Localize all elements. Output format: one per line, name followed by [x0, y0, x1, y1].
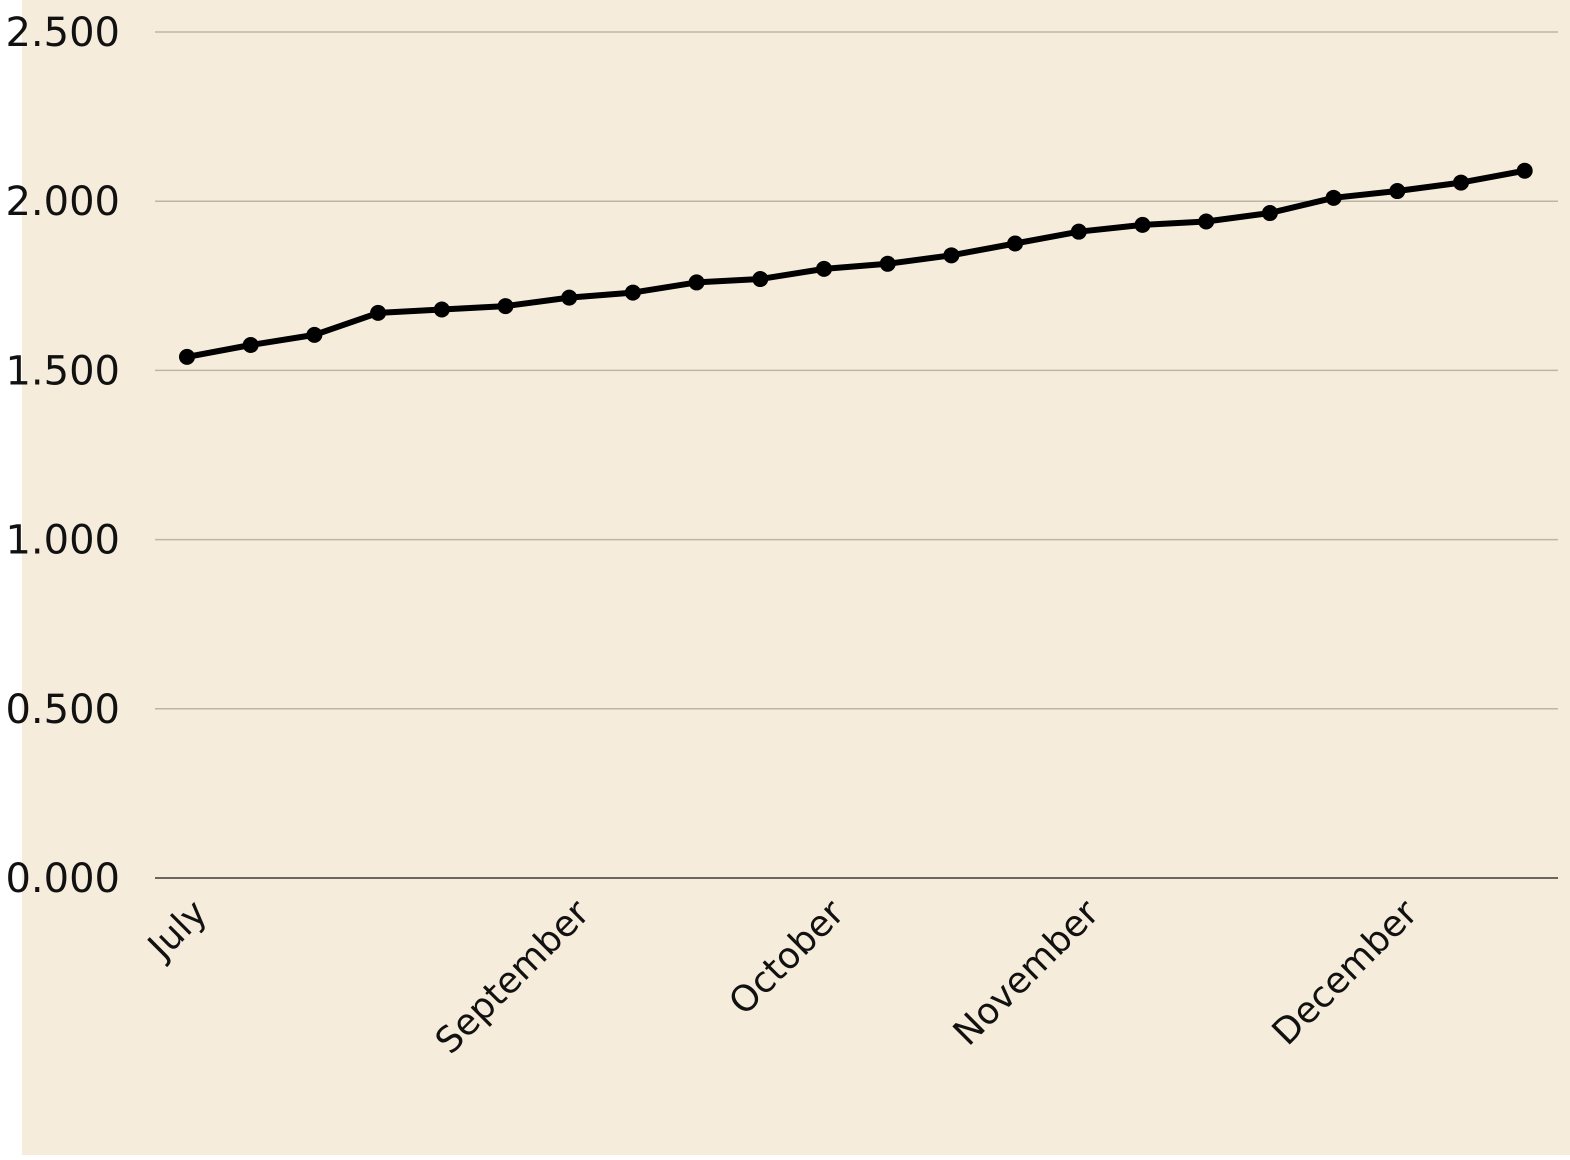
data-point [1007, 235, 1024, 252]
y-tick-label: 1.000 [5, 518, 120, 564]
data-point [752, 271, 769, 288]
data-point [561, 289, 578, 306]
chart-background [22, 0, 1570, 1155]
data-point [370, 304, 387, 321]
data-point [1389, 183, 1406, 200]
y-tick-label: 1.500 [5, 348, 120, 394]
y-axis-ticks: 0.000 0.500 1.000 1.500 2.000 2.500 [5, 10, 120, 902]
data-point [943, 247, 960, 264]
data-point [497, 298, 514, 315]
data-point [242, 337, 259, 354]
data-points [179, 162, 1533, 365]
data-point [1516, 162, 1533, 179]
data-point [433, 301, 450, 318]
data-point [179, 348, 195, 365]
data-point [1261, 205, 1278, 222]
data-point [1070, 223, 1087, 240]
y-tick-label: 0.000 [5, 856, 120, 902]
data-point [879, 255, 896, 272]
data-point [816, 260, 832, 277]
y-tick-label: 2.500 [5, 10, 120, 56]
data-point [1134, 216, 1151, 233]
data-point [1325, 189, 1342, 206]
y-tick-label: 0.500 [5, 687, 120, 733]
data-point [1198, 213, 1215, 230]
data-point [624, 284, 641, 301]
series-line [184, 167, 1528, 360]
y-tick-label: 2.000 [5, 179, 120, 225]
data-point [306, 326, 323, 343]
gridlines [155, 31, 1558, 879]
data-point [688, 274, 705, 291]
data-point [1453, 174, 1469, 191]
